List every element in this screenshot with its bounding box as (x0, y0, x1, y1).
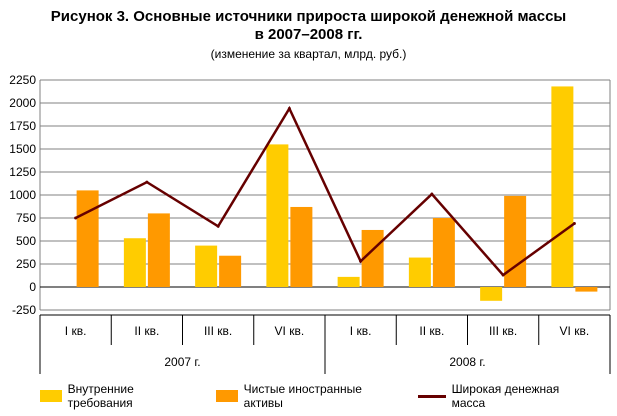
y-tick-label: 1500 (9, 142, 36, 156)
line-point-broad-money (216, 224, 220, 228)
bar-domestic-demand (480, 287, 503, 301)
y-tick-label: 2000 (9, 96, 36, 110)
x-category-label: III кв. (204, 324, 232, 338)
y-tick-label: 2250 (9, 73, 36, 87)
y-tick-label: 250 (16, 257, 36, 271)
bar-domestic-demand (266, 144, 289, 287)
y-tick-label: 1250 (9, 165, 36, 179)
x-group-label: 2007 г. (164, 355, 200, 369)
legend-label-domestic: Внутренние требования (67, 382, 134, 410)
bar-domestic-demand (195, 245, 218, 287)
y-tick-label: 500 (16, 234, 36, 248)
x-category-label: III кв. (489, 324, 517, 338)
legend-swatch-foreign (216, 390, 238, 402)
chart-title: Рисунок 3. Основные источники прироста ш… (50, 8, 567, 25)
bar-foreign-assets (290, 206, 313, 287)
legend-swatch-money (418, 394, 446, 398)
bar-foreign-assets (504, 195, 527, 287)
x-group-label: 2008 г. (449, 355, 485, 369)
y-tick-label: -250 (12, 303, 36, 317)
y-tick-label: 0 (29, 280, 36, 294)
line-point-broad-money (430, 192, 434, 196)
x-category-label: VI кв. (560, 324, 590, 338)
legend-label-foreign: Чистые иностранные активы (243, 382, 362, 410)
chart-legend: Внутренние требования Чистые иностранные… (40, 382, 600, 410)
y-tick-label: 1000 (9, 188, 36, 202)
line-point-broad-money (74, 216, 78, 220)
legend-item-foreign: Чистые иностранные активы (216, 382, 402, 410)
x-category-label: I кв. (65, 324, 87, 338)
bar-domestic-demand (337, 276, 360, 287)
line-point-broad-money (572, 222, 576, 226)
legend-item-money: Широкая денежная масса (418, 382, 594, 410)
x-category-label: VI кв. (275, 324, 305, 338)
bar-foreign-assets (147, 213, 170, 287)
y-tick-label: 750 (16, 211, 36, 225)
chart-title-block: Рисунок 3. Основные источники прироста ш… (0, 8, 617, 62)
legend-item-domestic: Внутренние требования (40, 382, 200, 410)
legend-swatch-domestic (40, 390, 62, 402)
chart-subtitle: (изменение за квартал, млрд. руб.) (210, 47, 407, 61)
line-point-broad-money (145, 180, 149, 184)
line-broad-money (75, 105, 576, 277)
line-point-broad-money (359, 259, 363, 263)
line-point-broad-money (287, 107, 291, 111)
chart-plot: -250 0 250 500 750 1000 1250 1500 1750 2000 2250 I … (9, 73, 611, 374)
line-point-broad-money (501, 273, 505, 277)
legend-label-money: Широкая денежная масса (451, 382, 560, 410)
bar-foreign-assets (219, 255, 242, 287)
chart-title-line-2: в 2007–2008 гг. (254, 26, 363, 43)
bar-domestic-demand (551, 86, 574, 287)
bar-foreign-assets (432, 218, 455, 287)
bar-foreign-assets (575, 287, 598, 292)
bar-domestic-demand (123, 238, 146, 287)
x-category-label: I кв. (350, 324, 372, 338)
bar-foreign-assets (76, 190, 99, 287)
x-category-label: II кв. (134, 324, 159, 338)
x-category-label: II кв. (419, 324, 444, 338)
y-tick-label: 1750 (9, 119, 36, 133)
bar-domestic-demand (408, 257, 431, 287)
